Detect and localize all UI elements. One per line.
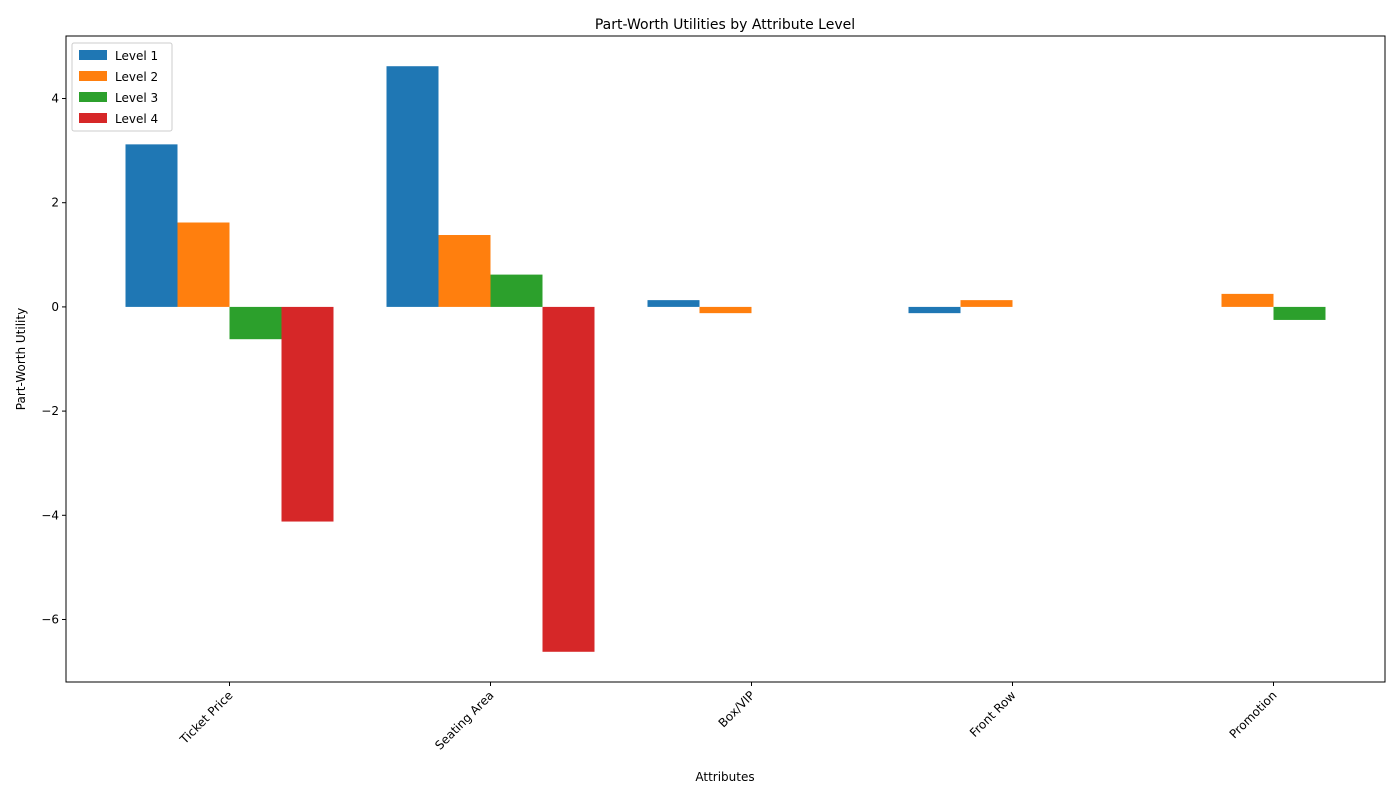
x-tick-label: Promotion [1227, 688, 1280, 741]
x-tick-label: Box/VIP [716, 688, 758, 730]
y-tick-label: 0 [51, 300, 59, 314]
bar-level-3-1 [490, 274, 543, 307]
bar-level-4-0 [281, 306, 334, 522]
bar-level-1-0 [125, 144, 178, 307]
bar-level-1-3 [908, 306, 961, 314]
legend-swatch [79, 71, 107, 81]
legend-box [71, 42, 173, 132]
y-tick-label: 4 [51, 92, 59, 106]
bar-level-2-2 [699, 306, 752, 314]
bar-level-4-1 [542, 306, 595, 652]
bar-level-1-1 [386, 66, 439, 307]
legend-label: Level 2 [115, 70, 158, 84]
bar-level-2-1 [438, 235, 491, 307]
y-axis: −6 −4 −2 0 2 4 [41, 92, 66, 626]
y-tick-label: −4 [41, 508, 59, 522]
x-tick-label: Front Row [967, 688, 1019, 740]
legend-label: Level 4 [115, 112, 158, 126]
bars-group [125, 66, 1326, 652]
legend-label: Level 1 [115, 49, 158, 63]
bar-level-1-2 [647, 300, 700, 307]
legend-swatch [79, 92, 107, 102]
chart-title: Part-Worth Utilities by Attribute Level [595, 17, 855, 33]
x-axis-label: Attributes [695, 770, 754, 784]
bar-level-2-3 [960, 300, 1013, 307]
y-tick-label: −2 [41, 404, 59, 418]
y-tick-label: 2 [51, 196, 59, 210]
bar-level-2-4 [1221, 293, 1274, 307]
legend-label: Level 3 [115, 91, 158, 105]
plot-frame [65, 35, 1386, 683]
y-tick-label: −6 [41, 612, 59, 626]
legend: Level 1 Level 2 Level 3 Level 4 [71, 42, 173, 132]
x-tick-label: Seating Area [432, 688, 496, 752]
x-tick-label: Ticket Price [177, 688, 236, 747]
legend-swatch [79, 50, 107, 60]
y-axis-label: Part-Worth Utility [14, 308, 28, 410]
legend-swatch [79, 113, 107, 123]
bar-level-3-0 [229, 306, 282, 340]
bar-level-2-0 [177, 222, 230, 307]
bar-level-3-4 [1273, 306, 1326, 320]
x-axis: Ticket Price Seating Area Box/VIP Front Row… [177, 682, 1280, 753]
